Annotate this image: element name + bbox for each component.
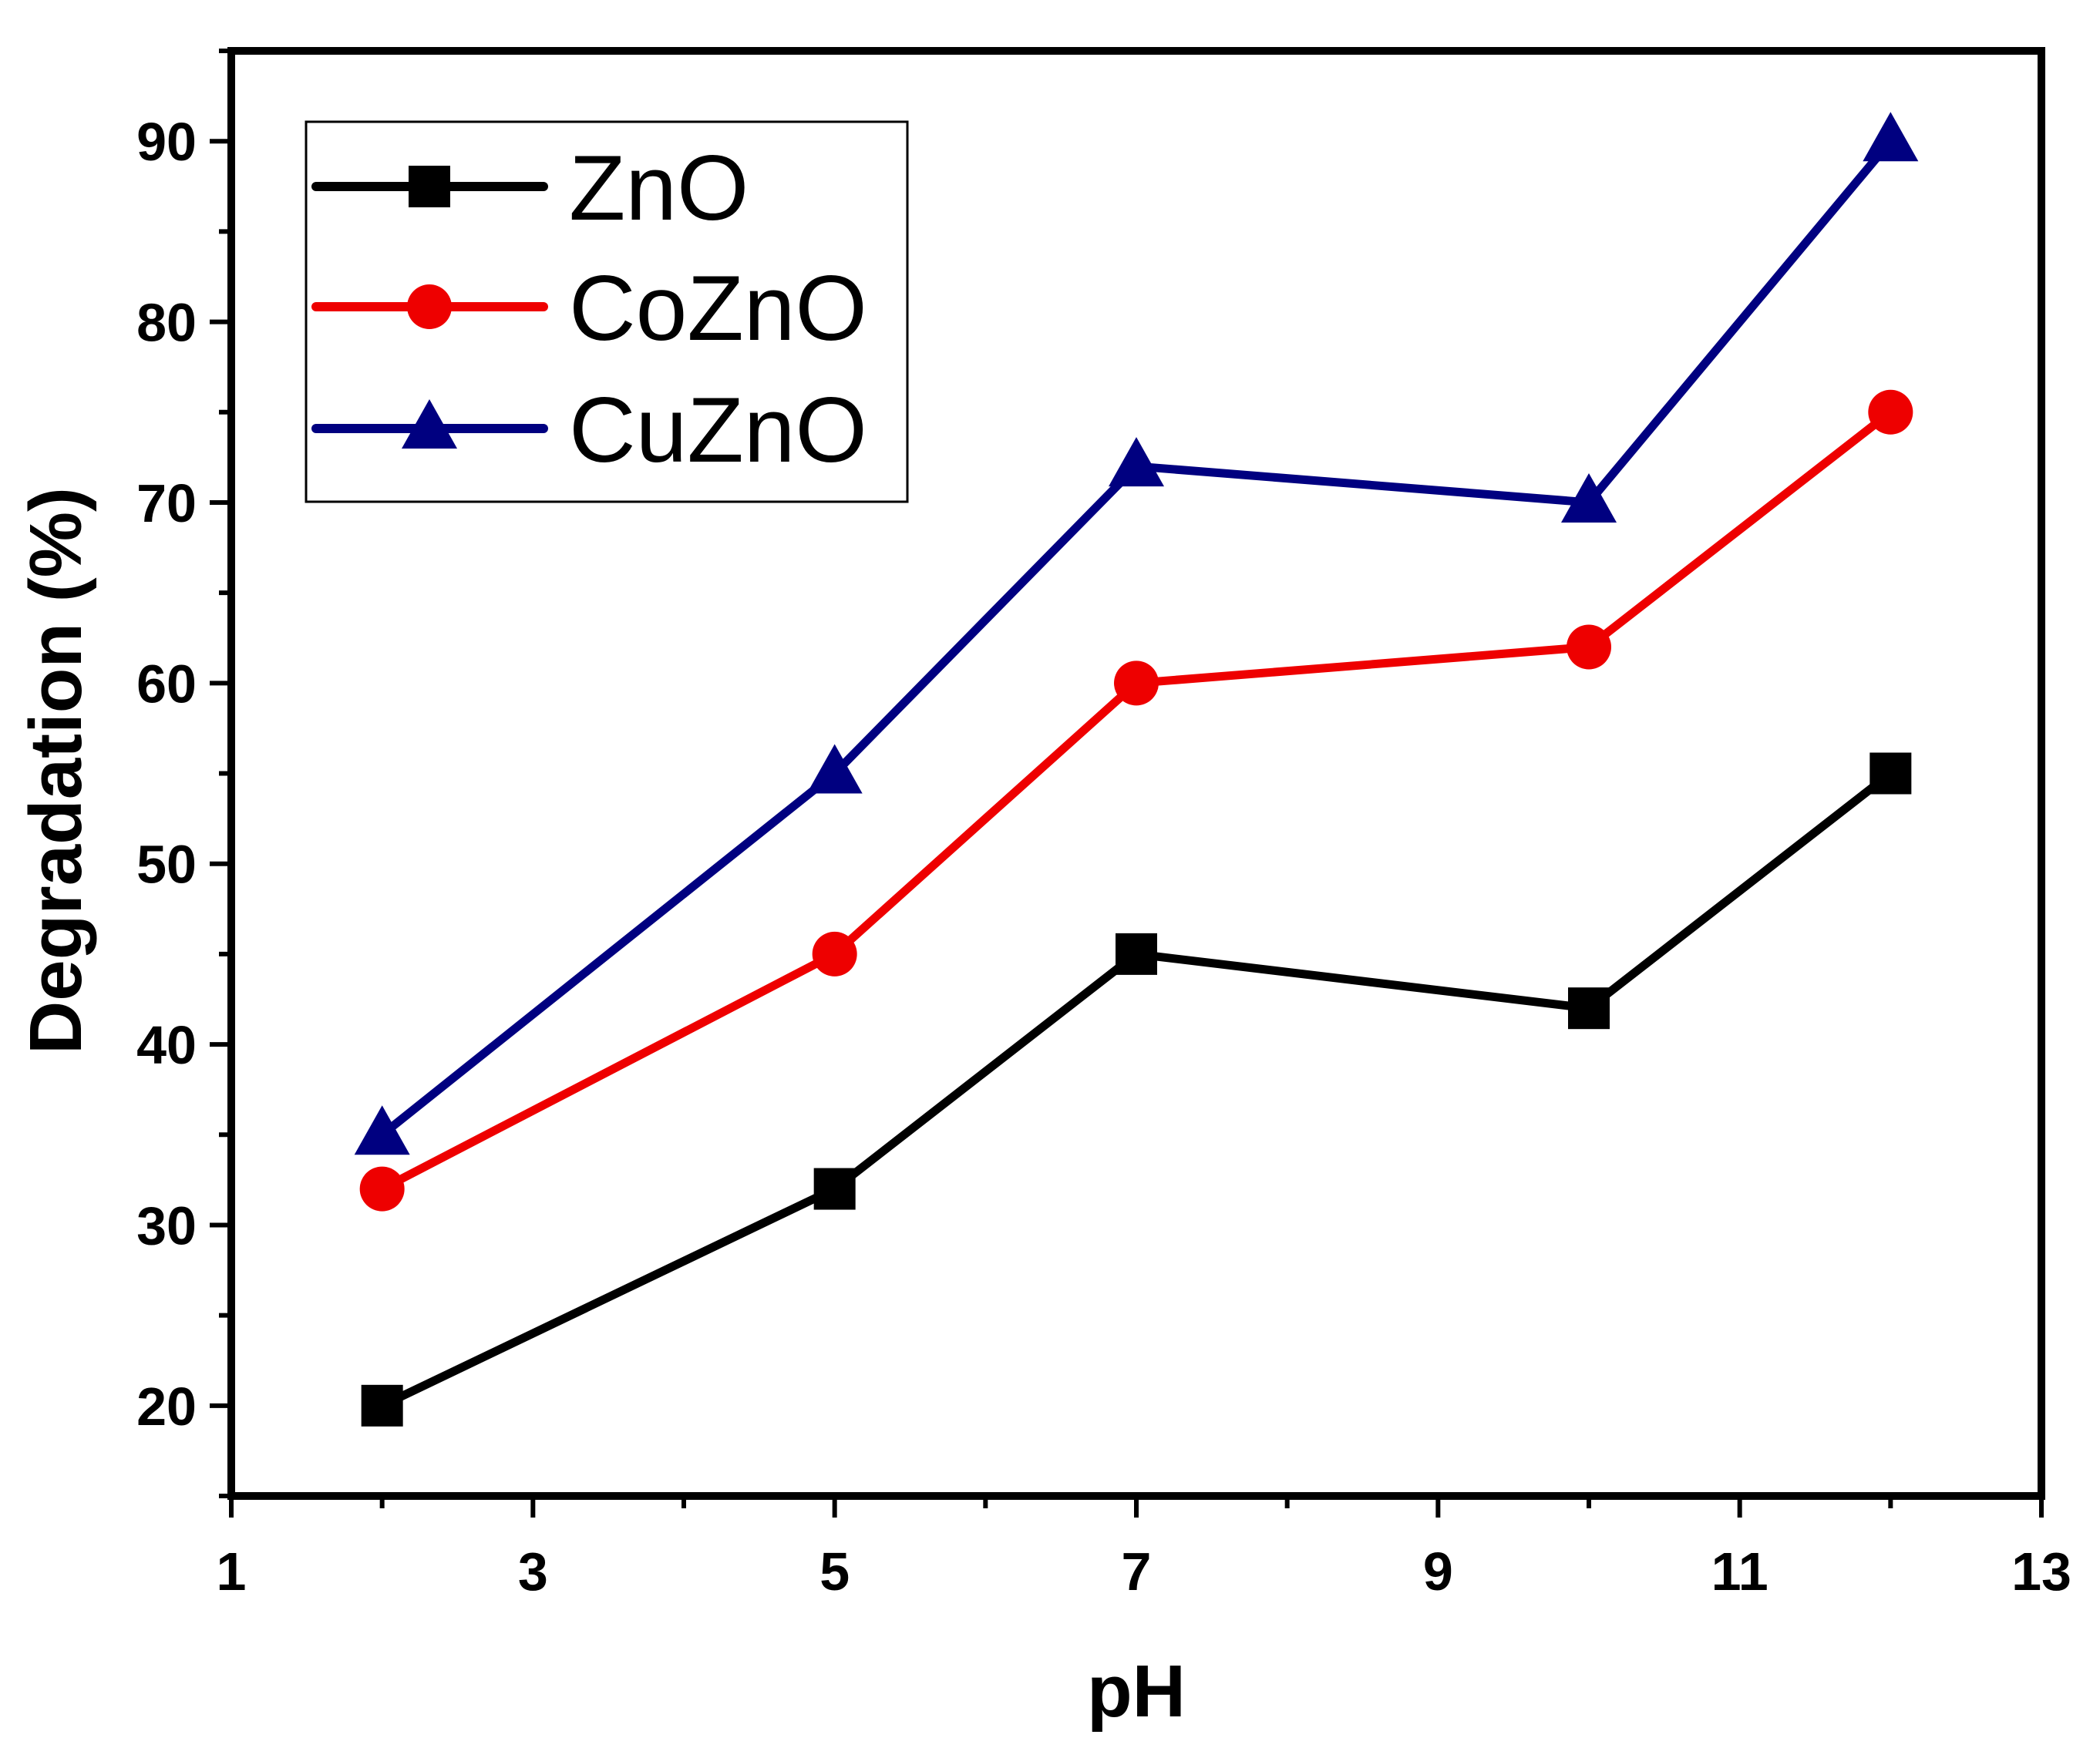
cozno-point [1868,389,1913,435]
legend-cuzno-marker [402,399,457,449]
x-tick-label: 1 [217,1541,247,1602]
y-tick-label: 40 [136,1015,197,1075]
x-tick-label: 13 [2011,1541,2071,1602]
y-axis-title: Degradation (%) [15,487,97,1054]
cuzno-point [354,1105,410,1155]
legend-cuzno-label: CuZnO [569,378,867,482]
series-layer [354,112,1919,1427]
x-tick-label: 5 [819,1541,850,1602]
cozno-point [359,1166,405,1212]
x-tick-label: 3 [518,1541,548,1602]
legend-cozno-marker [407,284,452,329]
legend-zno-marker [409,166,450,207]
y-tick-label: 50 [136,835,197,895]
plot-frame [227,47,2045,1500]
legend-items: ZnO CoZnO CuZnO [311,136,867,482]
y-tick-label: 70 [136,473,197,533]
x-tick-label: 11 [1711,1541,1769,1602]
series-cuzno [354,112,1919,1155]
zno-point [361,1384,403,1427]
series-cozno [359,389,1913,1212]
y-tick-label: 30 [136,1195,197,1256]
legend-zno-label: ZnO [569,136,749,240]
cuzno-point [806,744,863,794]
zno-point [1116,933,1157,975]
y-tick-label: 60 [136,654,197,714]
x-axis-title: pH [1087,1650,1186,1733]
legend-cozno-label: CoZnO [569,257,867,360]
zno-point [1869,752,1912,795]
y-tick-label: 80 [136,293,197,353]
zno-point [1568,987,1610,1030]
cuzno-point [1863,112,1919,162]
cuzno-point [1109,437,1164,487]
cozno-point [812,931,857,977]
x-tick-label: 7 [1122,1541,1152,1602]
y-tick-label: 90 [136,112,197,172]
cuzno-point [1561,472,1617,523]
series-zno [361,752,1912,1427]
x-tick-label: 9 [1423,1541,1453,1602]
cozno-point [1114,661,1159,706]
zno-point [813,1168,856,1210]
cozno-point [1567,624,1611,670]
legend: ZnO CoZnO CuZnO [305,120,909,503]
y-tick-label: 20 [136,1377,197,1437]
